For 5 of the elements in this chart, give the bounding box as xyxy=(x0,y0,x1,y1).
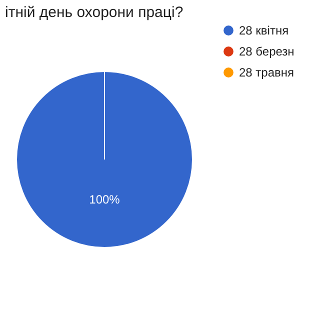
legend-label: 28 березн xyxy=(239,44,294,58)
legend-label: 28 квітня xyxy=(239,24,289,38)
data-label: 100% xyxy=(89,192,120,206)
chart-title: ітній день охорони праці? xyxy=(5,4,184,21)
legend-label: 28 травня xyxy=(239,66,294,80)
